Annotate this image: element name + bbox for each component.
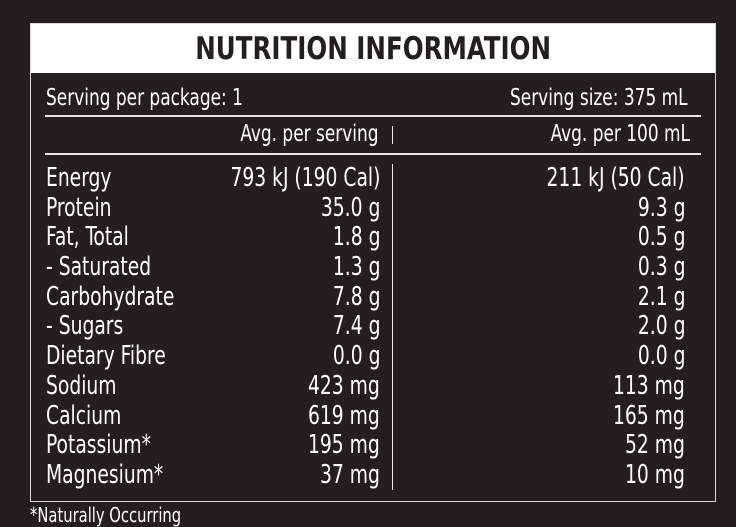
value-per-serving: 423 mg xyxy=(308,370,380,401)
value-per-100ml: 2.1 g xyxy=(637,281,685,312)
column-divider xyxy=(392,164,393,490)
nutrition-title: NUTRITION INFORMATION xyxy=(195,30,551,67)
nutrient-row-potassium: Potassium* 195 mg 52 mg xyxy=(31,430,715,460)
nutrient-row-magnesium: Magnesium* 37 mg 10 mg xyxy=(31,460,715,490)
value-per-100ml: 113 mg xyxy=(613,370,685,401)
nutrient-name: Sodium xyxy=(46,370,117,401)
value-per-100ml: 2.0 g xyxy=(637,311,685,342)
nutrient-name: Potassium* xyxy=(46,430,151,461)
value-per-serving: 7.8 g xyxy=(332,281,380,312)
nutrient-row-carbohydrate: Carbohydrate 7.8 g 2.1 g xyxy=(31,282,715,312)
divider-serving xyxy=(45,115,701,117)
nutrient-row-fat-total: Fat, Total 1.8 g 0.5 g xyxy=(31,222,715,252)
value-per-100ml: 0.3 g xyxy=(637,252,685,283)
value-per-serving: 35.0 g xyxy=(320,192,380,223)
value-per-serving: 0.0 g xyxy=(332,341,380,372)
serving-size: Serving size: 375 mL xyxy=(510,85,688,111)
value-per-100ml: 9.3 g xyxy=(637,192,685,223)
nutrient-table: Energy 793 kJ (190 Cal) 211 kJ (50 Cal) … xyxy=(31,163,715,490)
divider-header xyxy=(45,153,701,155)
value-per-serving: 793 kJ (190 Cal) xyxy=(230,163,380,193)
value-per-serving: 37 mg xyxy=(320,459,380,490)
nutrient-row-energy: Energy 793 kJ (190 Cal) 211 kJ (50 Cal) xyxy=(31,163,715,193)
nutrient-row-calcium: Calcium 619 mg 165 mg xyxy=(31,401,715,431)
value-per-100ml: 0.0 g xyxy=(637,341,685,372)
nutrition-panel: NUTRITION INFORMATION Serving per packag… xyxy=(30,23,716,502)
nutrition-title-bar: NUTRITION INFORMATION xyxy=(31,24,715,73)
nutrient-row-saturated: - Saturated 1.3 g 0.3 g xyxy=(31,252,715,282)
value-per-serving: 619 mg xyxy=(308,400,380,431)
nutrient-row-dietary-fibre: Dietary Fibre 0.0 g 0.0 g xyxy=(31,341,715,371)
nutrient-row-sodium: Sodium 423 mg 113 mg xyxy=(31,371,715,401)
nutrient-name: Dietary Fibre xyxy=(46,341,166,372)
nutrient-name: Calcium xyxy=(46,400,122,431)
nutrient-row-protein: Protein 35.0 g 9.3 g xyxy=(31,193,715,223)
nutrient-name: Protein xyxy=(46,192,112,223)
nutrient-name: Magnesium* xyxy=(46,459,164,490)
nutrient-name: Energy xyxy=(46,163,112,193)
value-per-serving: 1.3 g xyxy=(332,252,380,283)
value-per-100ml: 165 mg xyxy=(613,400,685,431)
value-per-serving: 1.8 g xyxy=(332,222,380,253)
serving-per-package: Serving per package: 1 xyxy=(46,85,243,111)
footnote: *Naturally Occurring xyxy=(30,503,182,527)
column-header-per-100ml: Avg. per 100 mL xyxy=(550,121,690,147)
nutrient-name: Carbohydrate xyxy=(46,281,175,312)
value-per-100ml: 52 mg xyxy=(625,430,685,461)
nutrient-name: - Sugars xyxy=(46,311,124,342)
value-per-100ml: 211 kJ (50 Cal) xyxy=(546,163,685,193)
value-per-serving: 7.4 g xyxy=(332,311,380,342)
nutrient-name: Fat, Total xyxy=(46,222,129,253)
value-per-100ml: 10 mg xyxy=(625,459,685,490)
nutrient-row-sugars: - Sugars 7.4 g 2.0 g xyxy=(31,311,715,341)
column-header-per-serving: Avg. per serving xyxy=(240,121,379,147)
value-per-100ml: 0.5 g xyxy=(637,222,685,253)
column-header-separator xyxy=(392,126,393,144)
value-per-serving: 195 mg xyxy=(308,430,380,461)
nutrient-name: - Saturated xyxy=(46,252,152,283)
